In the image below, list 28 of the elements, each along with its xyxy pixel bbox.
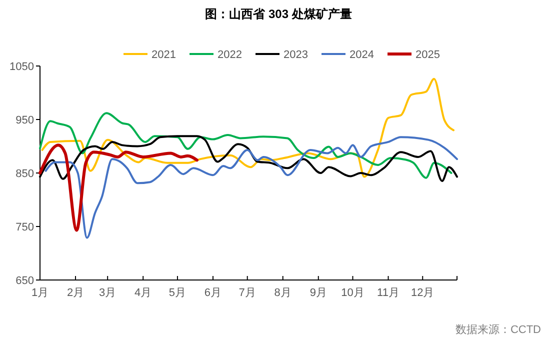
x-tick-label: 8月 [274, 287, 292, 299]
x-tick-label: 7月 [238, 287, 256, 299]
line-series [38, 144, 198, 232]
line-series [41, 78, 455, 178]
x-tick-label: 12月 [411, 287, 434, 299]
x-tick-label: 9月 [310, 287, 327, 299]
x-tick-label: 6月 [204, 287, 222, 299]
line-series [44, 136, 458, 239]
x-tick-label: 1月 [31, 287, 49, 299]
legend-label: 2021 [152, 48, 176, 61]
line-series [39, 112, 452, 179]
x-tick-label: 2月 [66, 287, 84, 299]
x-tick-label: 11月 [377, 287, 400, 299]
x-tick-label: 10月 [341, 287, 364, 299]
x-tick-label: 5月 [168, 287, 186, 299]
y-tick-label: 950 [16, 114, 34, 126]
y-tick-label: 1050 [10, 60, 34, 73]
y-tick-label: 850 [16, 168, 34, 180]
chart-title: 图：山西省 303 处煤矿产量 [205, 7, 352, 21]
y-tick-label: 750 [16, 221, 34, 234]
source-note: 数据来源：CCTD [455, 323, 542, 336]
legend-label: 2023 [284, 48, 308, 61]
x-tick-label: 3月 [99, 287, 116, 299]
x-tick-label: 4月 [134, 287, 152, 299]
legend-label: 2024 [350, 48, 374, 61]
legend-label: 2025 [416, 48, 440, 61]
y-tick-label: 650 [16, 274, 34, 287]
legend-label: 2022 [218, 48, 242, 61]
